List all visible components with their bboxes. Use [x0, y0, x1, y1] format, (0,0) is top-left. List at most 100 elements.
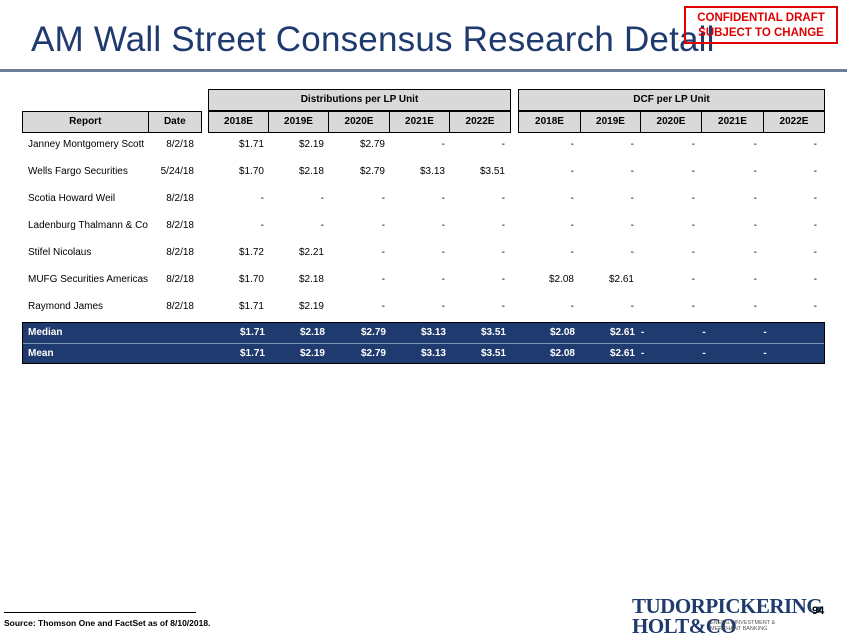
logo-line-1: TUDORPICKERING	[632, 594, 823, 618]
cell-dist-2022: -	[501, 220, 505, 231]
cell-dcf-2021: -	[753, 139, 757, 150]
col-header-dcf-2019: 2019E	[581, 112, 641, 132]
cell-date: 8/2/18	[166, 193, 194, 204]
table-row: Janney Montgomery Scott 8/2/18 $1.71 $2.…	[22, 133, 825, 160]
cell-dist-2021: -	[441, 220, 445, 231]
confidential-badge: CONFIDENTIAL DRAFT SUBJECT TO CHANGE	[684, 6, 838, 44]
group-header-dcf: DCF per LP Unit	[518, 89, 825, 111]
summary-label: Median	[28, 327, 63, 338]
cell-dist-2022: -	[501, 274, 505, 285]
cell-dist-2018: $1.71	[238, 301, 264, 312]
cell-dcf-2022: -	[813, 220, 817, 231]
cell-dcf-2018: -	[570, 166, 574, 177]
col-header-dist-2018: 2018E	[209, 112, 269, 132]
cell-dist-2020: $2.79	[359, 166, 385, 177]
company-logo: TUDORPICKERING HOLT&CO ENERGY INVESTMENT…	[632, 594, 823, 635]
summary-row-mean: Mean $1.71 $2.19 $2.79 $3.13 $3.51 $2.08…	[23, 343, 824, 363]
cell-dcf-2018: -	[570, 220, 574, 231]
cell-date: 8/2/18	[166, 139, 194, 150]
cell-dist-2019: $2.21	[298, 247, 324, 258]
col-header-dcf-2022: 2022E	[779, 116, 809, 127]
research-table-body: Janney Montgomery Scott 8/2/18 $1.71 $2.…	[22, 133, 825, 322]
cell-dist-2018: $1.70	[238, 166, 264, 177]
cell-dcf-2020: -	[691, 274, 695, 285]
page-number: 94	[812, 605, 825, 617]
cell-dist-2019: $2.18	[298, 166, 324, 177]
cell-report: Ladenburg Thalmann & Co	[28, 220, 148, 231]
cell-dist-2020: -	[381, 301, 385, 312]
summary-dcf-2019: $2.61	[609, 348, 635, 359]
col-header-dcf-2020: 2020E	[641, 112, 702, 132]
col-header-report: Report	[23, 112, 149, 132]
cell-date: 8/2/18	[166, 301, 194, 312]
cell-dist-2018: -	[260, 220, 264, 231]
header-distributions: 2018E 2019E 2020E 2021E 2022E	[208, 111, 511, 133]
summary-dcf-2018: $2.08	[549, 348, 575, 359]
summary-dcf-2020: -	[641, 327, 645, 338]
summary-block: Median $1.71 $2.18 $2.79 $3.13 $3.51 $2.…	[22, 322, 825, 364]
summary-dcf-2018: $2.08	[549, 327, 575, 338]
table-row: Stifel Nicolaus 8/2/18 $1.72 $2.21 - - -…	[22, 241, 825, 268]
cell-dcf-2022: -	[813, 274, 817, 285]
summary-dcf-2022: -	[763, 348, 767, 359]
table-row: Scotia Howard Weil 8/2/18 - - - - - - - …	[22, 187, 825, 214]
source-note: Source: Thomson One and FactSet as of 8/…	[4, 618, 211, 628]
cell-dcf-2022: -	[813, 139, 817, 150]
col-header-dcf-2018: 2018E	[519, 112, 581, 132]
cell-dcf-2019: $2.61	[608, 274, 634, 285]
cell-report: Janney Montgomery Scott	[28, 139, 145, 150]
cell-dcf-2019: -	[630, 166, 634, 177]
cell-dist-2018: $1.71	[238, 139, 264, 150]
cell-dist-2021: -	[441, 247, 445, 258]
cell-date: 8/2/18	[166, 247, 194, 258]
cell-dcf-2018: $2.08	[548, 274, 574, 285]
cell-dcf-2018: -	[570, 193, 574, 204]
summary-dist-2019: $2.18	[299, 327, 325, 338]
summary-dist-2022: $3.51	[480, 348, 506, 359]
cell-dcf-2020: -	[691, 220, 695, 231]
cell-report: Stifel Nicolaus	[28, 247, 92, 258]
cell-dist-2022: -	[501, 139, 505, 150]
group-header-distributions: Distributions per LP Unit	[208, 89, 511, 111]
col-header-dcf-2021: 2021E	[702, 112, 764, 132]
col-header-dist-2019: 2019E	[269, 112, 329, 132]
cell-dist-2020: $2.79	[359, 139, 385, 150]
page-title: AM Wall Street Consensus Research Detail	[31, 20, 715, 59]
cell-dcf-2020: -	[691, 301, 695, 312]
cell-dist-2021: -	[441, 274, 445, 285]
cell-dcf-2020: -	[691, 247, 695, 258]
cell-dcf-2019: -	[630, 247, 634, 258]
cell-dcf-2021: -	[753, 247, 757, 258]
cell-dcf-2022: -	[813, 301, 817, 312]
cell-dcf-2021: -	[753, 193, 757, 204]
cell-dist-2021: -	[441, 193, 445, 204]
logo-tagline: ENERGY INVESTMENT & MERCHANT BANKING	[710, 620, 775, 632]
cell-dcf-2022: -	[813, 193, 817, 204]
cell-dcf-2019: -	[630, 301, 634, 312]
header-left: Report Date	[22, 111, 202, 133]
cell-dist-2022: -	[501, 193, 505, 204]
cell-dcf-2020: -	[691, 139, 695, 150]
cell-dcf-2022: -	[813, 166, 817, 177]
logo-tagline-1: ENERGY INVESTMENT &	[710, 620, 776, 626]
cell-report: MUFG Securities Americas	[28, 274, 149, 285]
summary-row-median: Median $1.71 $2.18 $2.79 $3.13 $3.51 $2.…	[23, 323, 824, 343]
col-header-dist-2022: 2022E	[465, 116, 495, 127]
cell-dist-2020: -	[381, 220, 385, 231]
summary-label: Mean	[28, 348, 54, 359]
cell-dist-2020: -	[381, 193, 385, 204]
cell-dcf-2019: -	[630, 139, 634, 150]
summary-dcf-2021: -	[702, 348, 706, 359]
cell-dist-2022: $3.51	[479, 166, 505, 177]
cell-date: 8/2/18	[166, 274, 194, 285]
cell-date: 5/24/18	[160, 166, 194, 177]
header-dcf: 2018E 2019E 2020E 2021E 2022E	[518, 111, 825, 133]
logo-line-2: HOLT&CO	[632, 614, 737, 635]
cell-dist-2018: $1.70	[238, 274, 264, 285]
summary-dist-2021: $3.13	[420, 348, 446, 359]
cell-dcf-2020: -	[691, 193, 695, 204]
summary-dist-2021: $3.13	[420, 327, 446, 338]
cell-dist-2019: -	[320, 220, 324, 231]
cell-dcf-2019: -	[630, 220, 634, 231]
cell-dist-2020: -	[381, 247, 385, 258]
